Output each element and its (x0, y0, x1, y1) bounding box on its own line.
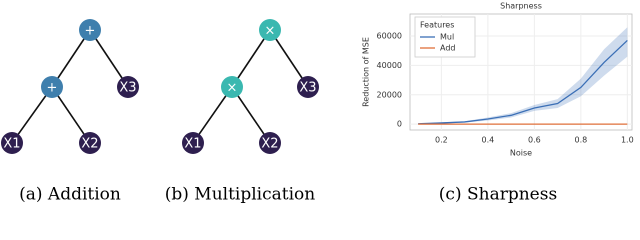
legend-label: Mul (440, 33, 454, 42)
y-tick-label: 0 (397, 120, 402, 129)
tree-edge (11, 86, 53, 144)
x-tick-label: 0.2 (435, 136, 448, 145)
node-label: X1 (184, 137, 201, 152)
tree-node (182, 132, 204, 154)
legend-title: Features (420, 21, 454, 30)
tree-node (259, 132, 281, 154)
node-label: + (47, 81, 58, 96)
node-label: X3 (119, 81, 136, 96)
tree-node (221, 76, 243, 98)
tree-node (79, 132, 101, 154)
node-label: × (265, 24, 276, 39)
tree-edge (231, 86, 271, 144)
caption: (c) Sharpness (439, 185, 557, 205)
confidence-band (418, 27, 628, 124)
tree-node (259, 19, 281, 41)
figure: + + X3 X1 X2 (a) Addition × × X3 X1 X2 (b) Multipli… (1, 2, 634, 205)
node-label: X2 (81, 137, 98, 152)
tree-edge (192, 86, 233, 144)
y-axis-label: Reduction of MSE (362, 37, 371, 107)
caption: (a) Addition (19, 185, 121, 205)
x-tick-label: 0.4 (482, 136, 495, 145)
tree-edge (89, 29, 129, 88)
x-axis-label: Noise (510, 149, 532, 158)
tree-edge (231, 29, 271, 88)
page: {"panels":[ {"caption":"(a) Addition","n… (1, 1, 634, 205)
node-label: X3 (299, 81, 316, 96)
line (418, 39, 628, 125)
tree-node (79, 19, 101, 41)
y-tick-label: 40000 (377, 61, 402, 70)
tree-node (117, 76, 139, 98)
caption: (b) Multiplication (165, 185, 316, 205)
tree-node (41, 76, 63, 98)
legend-label: Add (440, 44, 456, 53)
node-label: × (227, 81, 238, 96)
tree-node (1, 132, 23, 154)
x-tick-label: 0.6 (528, 136, 541, 145)
tree-node (297, 76, 319, 98)
node-label: X2 (261, 137, 278, 152)
y-tick-label: 20000 (377, 90, 402, 99)
x-tick-label: 1.0 (621, 136, 634, 145)
node-label: + (85, 24, 96, 39)
chart-title: Sharpness (500, 2, 542, 11)
node-label: X1 (3, 137, 20, 152)
y-tick-label: 60000 (377, 32, 402, 41)
tree-edge (51, 29, 91, 88)
tree-edge (51, 86, 91, 144)
x-tick-label: 0.8 (574, 136, 587, 145)
tree-edge (269, 29, 309, 88)
